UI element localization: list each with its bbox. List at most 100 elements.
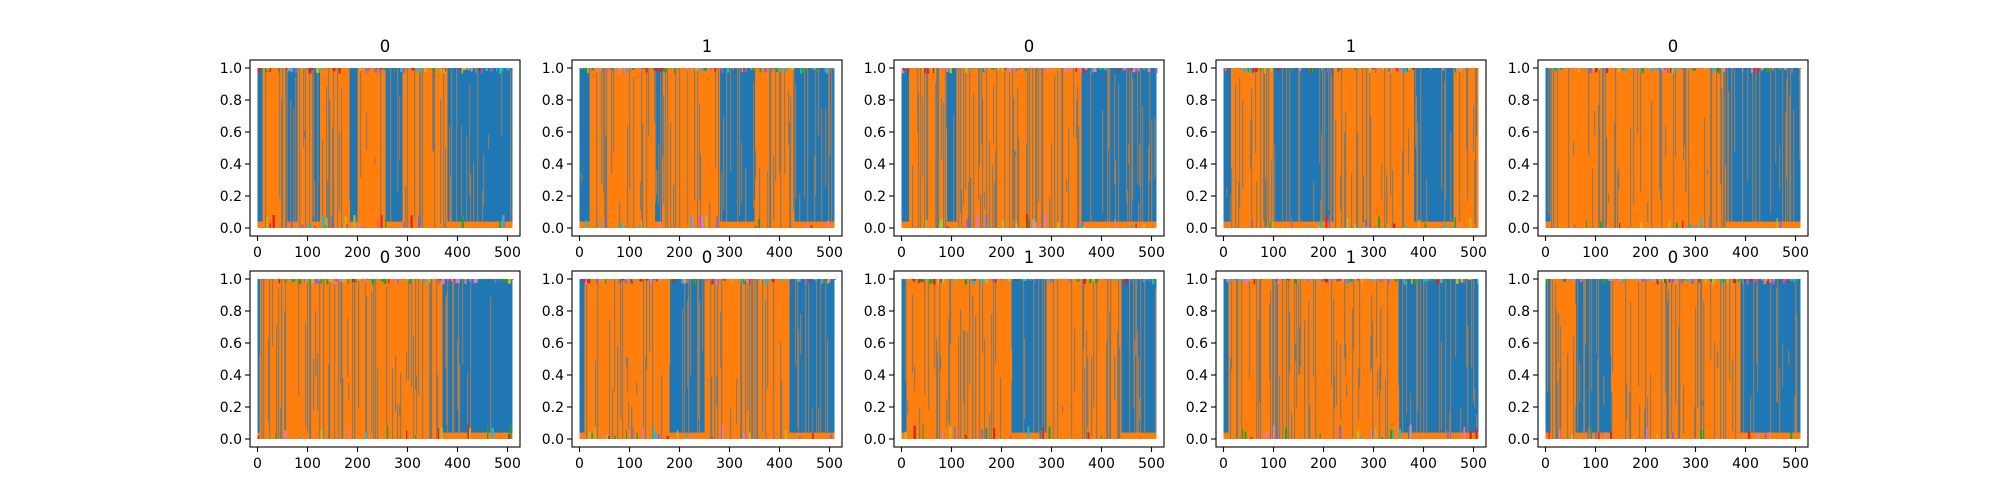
area-spike <box>1269 303 1271 379</box>
area-top-fleck <box>1243 279 1245 281</box>
area-top-fleck <box>750 68 753 70</box>
area-spike <box>690 279 692 376</box>
area-bottom-fleck <box>987 220 989 228</box>
area-spike <box>963 329 965 404</box>
area-top-fleck <box>1772 68 1774 71</box>
y-tick-label: 0.6 <box>542 125 564 141</box>
area-spike <box>789 121 791 228</box>
axes-frame <box>1215 270 1487 448</box>
area-top-fleck <box>338 68 341 74</box>
area-top-fleck <box>1144 68 1147 71</box>
area-top-fleck <box>478 279 480 281</box>
area-top-fleck <box>824 279 826 283</box>
area-bottom-fleck <box>1250 437 1253 439</box>
area-spike <box>1384 68 1386 228</box>
area-bottom-fleck <box>1790 432 1793 439</box>
area-spike <box>918 92 920 229</box>
area-spike <box>341 279 343 439</box>
area-spike <box>721 172 723 228</box>
area-top-fleck <box>292 279 295 283</box>
area-spike <box>397 68 399 193</box>
area-spike <box>627 124 629 228</box>
area-bottom-fleck <box>939 222 942 228</box>
area-top-fleck <box>409 279 411 285</box>
area-bottom-fleck <box>418 215 420 228</box>
area-spike <box>669 279 671 365</box>
area-spike <box>1151 120 1153 228</box>
area-baseline-orange <box>1273 221 1334 228</box>
y-tick-label: 0.4 <box>220 368 242 384</box>
area-top-fleck <box>1105 279 1108 280</box>
area-top-fleck <box>461 68 464 74</box>
area-top-fleck <box>1405 279 1407 282</box>
area-top-fleck <box>701 68 705 71</box>
area-top-fleck <box>1545 279 1548 284</box>
area-bottom-fleck <box>440 427 443 439</box>
area-bottom-fleck <box>358 222 361 228</box>
area-top-fleck <box>442 279 445 285</box>
area-top-fleck <box>379 68 382 73</box>
area-spike <box>1637 68 1639 134</box>
area-spike <box>656 170 658 195</box>
area-top-fleck <box>1640 68 1643 72</box>
area-top-fleck <box>1459 68 1462 72</box>
area-spike <box>1049 197 1051 228</box>
area-top-fleck <box>376 68 378 70</box>
y-tick-label: 0.4 <box>1186 368 1208 384</box>
area-spike <box>941 97 943 160</box>
area-top-fleck <box>1122 68 1125 71</box>
y-tick-label: 0.4 <box>1186 157 1208 173</box>
area-bottom-fleck <box>377 220 379 228</box>
area-bottom-fleck <box>949 426 952 439</box>
area-spike <box>1592 168 1594 228</box>
area-bottom-fleck <box>626 429 628 439</box>
area-spike <box>994 181 996 228</box>
area-top-fleck <box>946 68 949 73</box>
area-bottom-fleck <box>1002 220 1005 228</box>
area-spike <box>1291 413 1293 439</box>
plot-area <box>1223 279 1479 439</box>
area-spike <box>946 128 948 228</box>
y-tick-label: 1.0 <box>542 272 564 288</box>
area-spike <box>1230 358 1232 439</box>
area-bottom-fleck <box>812 432 814 439</box>
area-spike <box>1575 303 1577 407</box>
area-spike <box>1402 279 1404 439</box>
area-bottom-fleck <box>690 215 692 228</box>
area-spike <box>1790 68 1792 228</box>
y-tick-label: 0.2 <box>542 400 564 416</box>
area-spike <box>278 288 280 439</box>
area-top-fleck <box>1077 279 1080 282</box>
area-bottom-fleck <box>1590 425 1593 439</box>
area-bottom-fleck <box>1475 428 1478 439</box>
area-top-fleck <box>1670 68 1672 73</box>
area-top-fleck <box>485 68 489 71</box>
area-top-fleck <box>585 279 588 285</box>
x-tick-label: 200 <box>1632 456 1659 472</box>
area-top-fleck <box>618 279 621 284</box>
area-spike <box>740 279 742 439</box>
area-spike <box>1439 279 1441 439</box>
area-spike <box>443 68 445 228</box>
area-bottom-fleck <box>362 226 364 228</box>
y-tick-label: 0.2 <box>220 189 242 205</box>
area-top-fleck <box>1259 279 1263 281</box>
area-spike <box>679 68 681 228</box>
area-top-fleck <box>1650 279 1653 282</box>
area-top-fleck <box>1623 68 1627 72</box>
area-spike <box>1735 279 1737 439</box>
area-spike <box>964 330 966 439</box>
area-spike <box>812 407 814 433</box>
area-top-fleck <box>1779 68 1781 70</box>
area-top-fleck <box>1117 68 1120 72</box>
area-top-fleck <box>1132 68 1136 73</box>
area-top-fleck <box>816 68 819 73</box>
area-bottom-fleck <box>904 431 907 439</box>
y-tick-label: 0.2 <box>220 400 242 416</box>
area-top-fleck <box>1225 68 1227 71</box>
area-top-fleck <box>912 279 915 281</box>
area-top-fleck <box>759 279 761 284</box>
area-spike <box>1288 279 1290 439</box>
area-top-fleck <box>1309 279 1311 282</box>
